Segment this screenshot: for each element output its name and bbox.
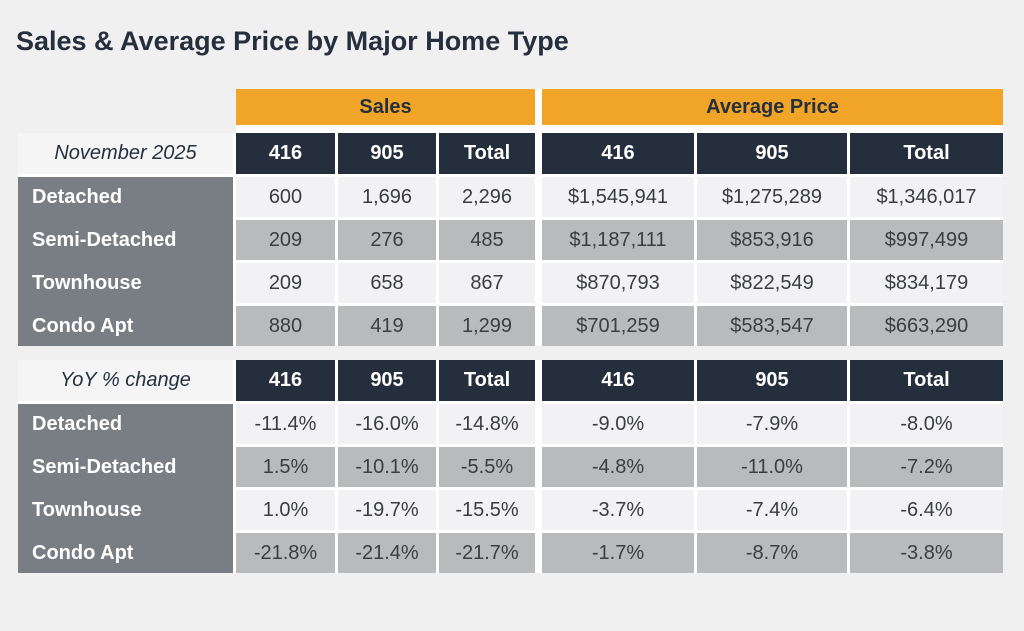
table-cell: -7.4% xyxy=(697,490,847,530)
section-november-2025: November 2025 416 905 Total 416 905 Tota… xyxy=(18,133,1003,346)
group-spacer xyxy=(538,89,539,125)
column-spacer xyxy=(538,404,539,444)
table-cell: -4.8% xyxy=(542,447,694,487)
table-cell: 1,696 xyxy=(338,177,436,217)
row-label-detached: Detached xyxy=(32,412,123,435)
table-cell: 867 xyxy=(439,263,535,303)
table-cell: $663,290 xyxy=(850,306,1003,346)
table-cell: -7.9% xyxy=(697,404,847,444)
table-cell: $997,499 xyxy=(850,220,1003,260)
table-cell: $1,545,941 xyxy=(542,177,694,217)
column-spacer xyxy=(538,306,539,346)
column-spacer xyxy=(538,533,539,573)
table-cell: -21.7% xyxy=(439,533,535,573)
column-spacer xyxy=(538,360,539,401)
table-cell: -11.4% xyxy=(236,404,335,444)
col-header-avg-905: 905 xyxy=(697,360,847,401)
column-spacer xyxy=(538,447,539,487)
table-cell: -11.0% xyxy=(697,447,847,487)
table-cell: $870,793 xyxy=(542,263,694,303)
column-spacer xyxy=(538,490,539,530)
col-header-sales-416: 416 xyxy=(236,133,335,174)
table-cell: -9.0% xyxy=(542,404,694,444)
table-cell: 1,299 xyxy=(439,306,535,346)
table-cell: 276 xyxy=(338,220,436,260)
column-group-sales: Sales xyxy=(236,89,535,125)
col-header-sales-905: 905 xyxy=(338,133,436,174)
table-cell: -14.8% xyxy=(439,404,535,444)
table-cell: -3.8% xyxy=(850,533,1003,573)
column-spacer xyxy=(538,133,539,174)
col-header-avg-416: 416 xyxy=(542,133,694,174)
row-label-townhouse: Townhouse xyxy=(32,498,142,521)
table-cell: -15.5% xyxy=(439,490,535,530)
column-spacer xyxy=(538,220,539,260)
table-cell: -10.1% xyxy=(338,447,436,487)
table-cell: $1,275,289 xyxy=(697,177,847,217)
row-label-condo-apt: Condo Apt xyxy=(32,314,134,337)
home-type-table: Sales Average Price November 2025 416 90… xyxy=(18,89,1003,573)
column-spacer xyxy=(538,263,539,303)
table-cell: 1.5% xyxy=(236,447,335,487)
column-spacer xyxy=(538,177,539,217)
table-cell: 2,296 xyxy=(439,177,535,217)
row-label-semi-detached: Semi-Detached xyxy=(32,228,177,251)
row-header-column: Detached Semi-Detached Townhouse Condo A… xyxy=(18,177,233,346)
row-label-condo-apt: Condo Apt xyxy=(32,541,134,564)
column-group-average-price: Average Price xyxy=(542,89,1003,125)
table-cell: -8.0% xyxy=(850,404,1003,444)
row-label-townhouse: Townhouse xyxy=(32,271,142,294)
col-header-avg-total: Total xyxy=(850,133,1003,174)
table-cell: -7.2% xyxy=(850,447,1003,487)
table-cell: -1.7% xyxy=(542,533,694,573)
col-header-avg-905: 905 xyxy=(697,133,847,174)
table-cell: -6.4% xyxy=(850,490,1003,530)
col-header-sales-905: 905 xyxy=(338,360,436,401)
table-cell: 209 xyxy=(236,263,335,303)
section-label: YoY % change xyxy=(18,360,233,401)
table-cell: -21.8% xyxy=(236,533,335,573)
table-cell: 419 xyxy=(338,306,436,346)
section-label: November 2025 xyxy=(18,133,233,174)
table-cell: -5.5% xyxy=(439,447,535,487)
table-cell: 1.0% xyxy=(236,490,335,530)
col-header-avg-416: 416 xyxy=(542,360,694,401)
table-cell: 209 xyxy=(236,220,335,260)
table-cell: 880 xyxy=(236,306,335,346)
table-cell: $834,179 xyxy=(850,263,1003,303)
table-cell: 658 xyxy=(338,263,436,303)
col-header-sales-total: Total xyxy=(439,133,535,174)
table-cell: $1,346,017 xyxy=(850,177,1003,217)
table-cell: $1,187,111 xyxy=(542,220,694,260)
col-header-avg-total: Total xyxy=(850,360,1003,401)
col-header-sales-total: Total xyxy=(439,360,535,401)
table-cell: $822,549 xyxy=(697,263,847,303)
table-cell: 600 xyxy=(236,177,335,217)
row-label-semi-detached: Semi-Detached xyxy=(32,455,177,478)
page-title: Sales & Average Price by Major Home Type xyxy=(16,26,569,56)
table-cell: $583,547 xyxy=(697,306,847,346)
column-group-header-row: Sales Average Price xyxy=(236,89,1003,133)
table-cell: -19.7% xyxy=(338,490,436,530)
table-cell: 485 xyxy=(439,220,535,260)
col-header-sales-416: 416 xyxy=(236,360,335,401)
row-label-detached: Detached xyxy=(32,185,123,208)
row-header-column: Detached Semi-Detached Townhouse Condo A… xyxy=(18,404,233,573)
table-cell: $701,259 xyxy=(542,306,694,346)
section-yoy-change: YoY % change 416 905 Total 416 905 Total… xyxy=(18,360,1003,573)
table-cell: -21.4% xyxy=(338,533,436,573)
table-cell: -8.7% xyxy=(697,533,847,573)
table-cell: -3.7% xyxy=(542,490,694,530)
table-cell: -16.0% xyxy=(338,404,436,444)
table-cell: $853,916 xyxy=(697,220,847,260)
